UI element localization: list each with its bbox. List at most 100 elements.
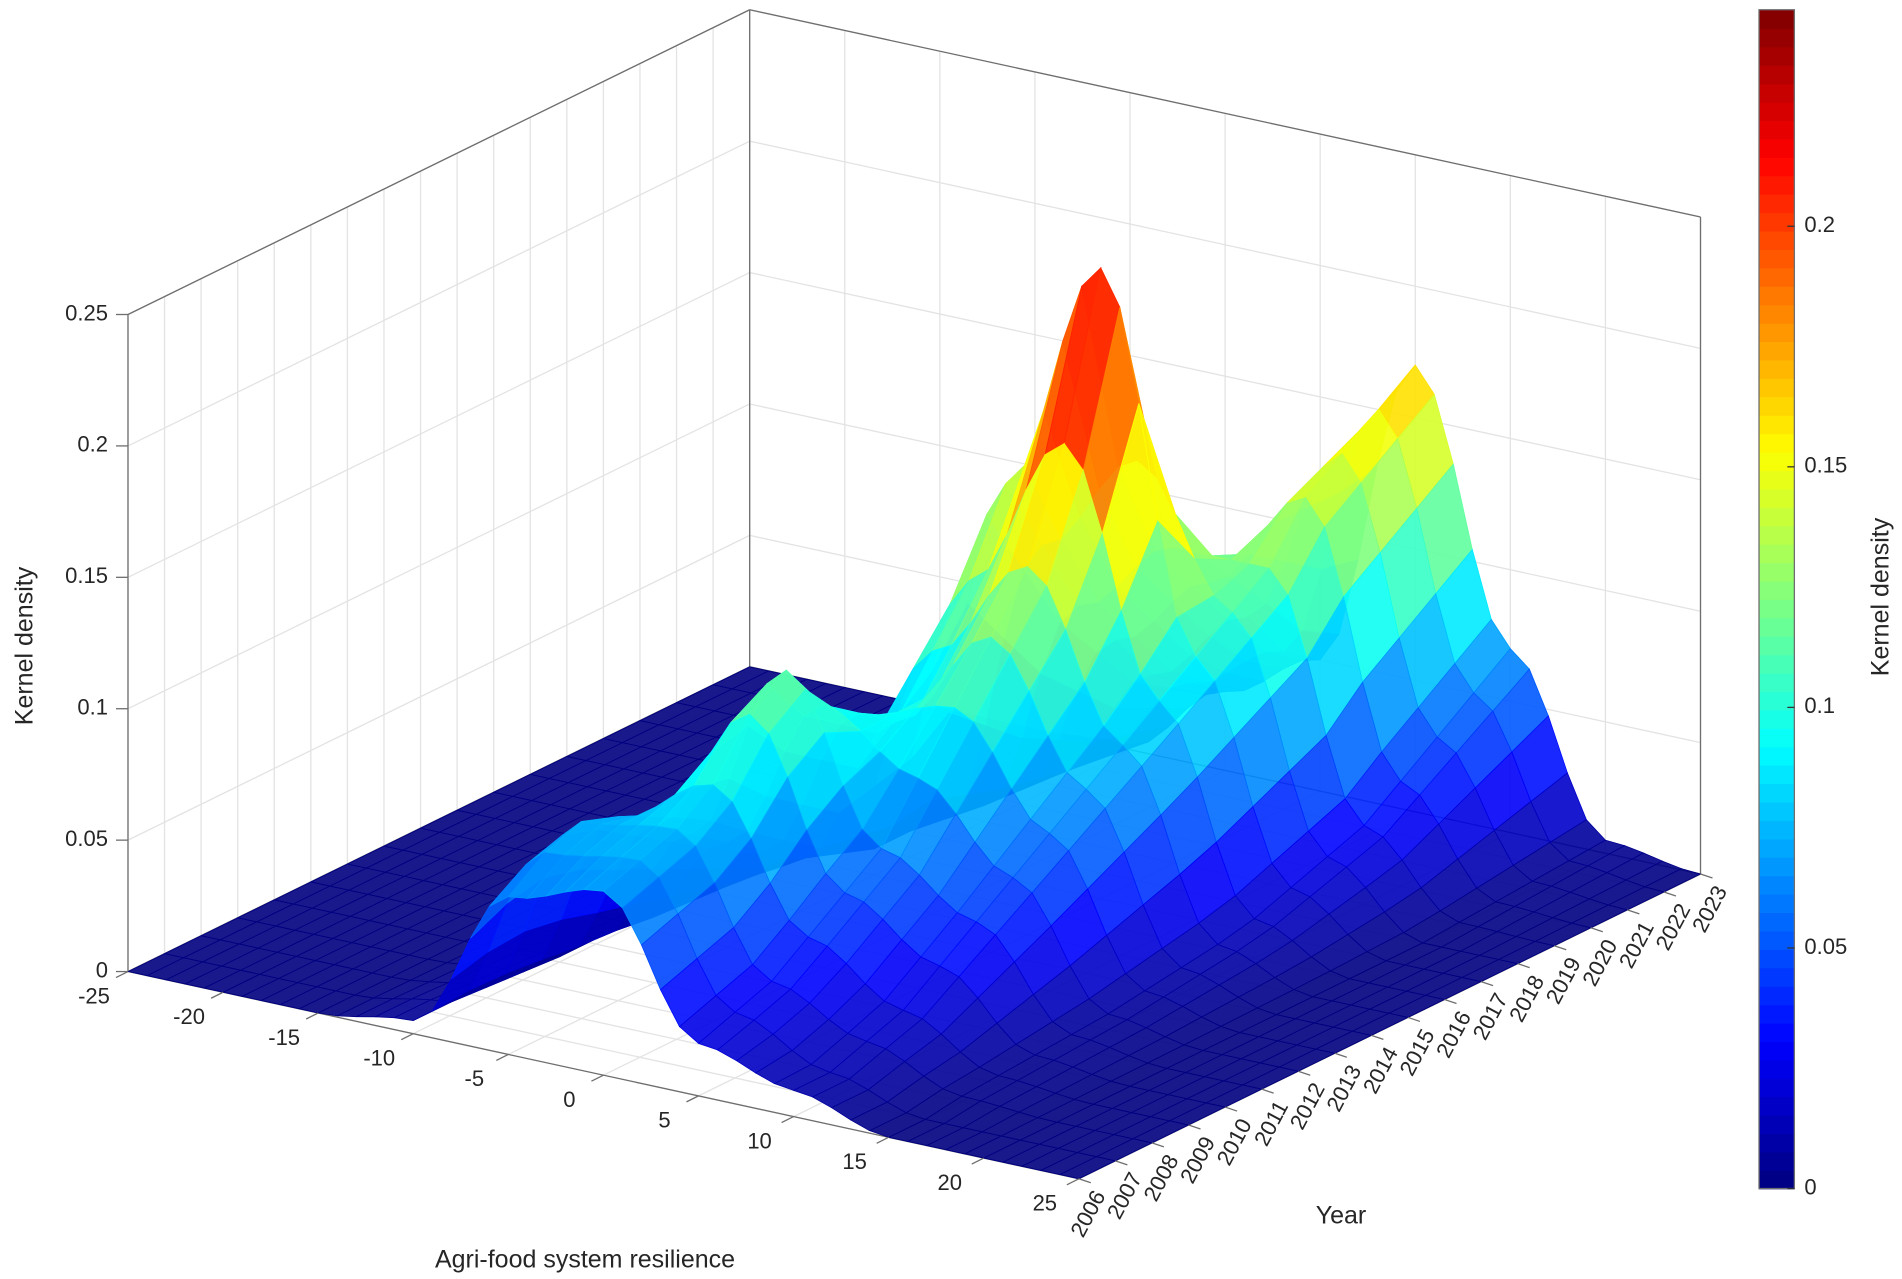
- colorbar-segment: [1759, 359, 1795, 379]
- x-tick-label: 0: [563, 1087, 575, 1112]
- y-tick-label: 2022: [1650, 899, 1695, 954]
- colorbar-segment: [1759, 672, 1795, 693]
- colorbar-segment: [1759, 1078, 1795, 1098]
- y-tick-label: 2015: [1394, 1025, 1439, 1080]
- colorbar-segment: [1759, 101, 1795, 122]
- colorbar-segment: [1759, 1022, 1795, 1042]
- x-tick: [876, 1136, 889, 1144]
- y-tick-label: 2010: [1212, 1114, 1257, 1169]
- colorbar-segment: [1759, 46, 1795, 66]
- x-tick: [686, 1095, 699, 1103]
- y-tick: [1334, 1052, 1348, 1058]
- x-tick-label: -25: [78, 983, 110, 1008]
- colorbar-segment: [1759, 212, 1795, 232]
- y-tick-label: 2013: [1321, 1061, 1366, 1116]
- colorbar-segment: [1759, 83, 1795, 103]
- x-tick: [115, 970, 129, 979]
- colorbar-segment: [1759, 562, 1795, 582]
- x-tick-label: 10: [747, 1128, 771, 1153]
- y-tick: [1627, 909, 1640, 915]
- x-tick: [971, 1157, 985, 1165]
- y-tick-label: 2012: [1285, 1079, 1330, 1134]
- z-axis-label: Kernel density: [11, 566, 39, 725]
- colorbar-segment: [1759, 525, 1795, 545]
- colorbar-tick-label: 0: [1804, 1174, 1816, 1199]
- x-tick: [591, 1074, 604, 1082]
- colorbar-segment: [1759, 617, 1795, 637]
- colorbar-segment: [1759, 985, 1795, 1006]
- colorbar-segment: [1759, 1096, 1795, 1116]
- colorbar-segment: [1759, 120, 1795, 140]
- colorbar-segment: [1759, 249, 1795, 269]
- y-tick: [1078, 1178, 1092, 1184]
- colorbar-segment: [1759, 599, 1795, 619]
- colorbar-segment: [1759, 912, 1795, 932]
- colorbar-segment: [1759, 967, 1795, 987]
- z-tick-label: 0: [96, 957, 108, 982]
- colorbar-segment: [1759, 893, 1795, 914]
- y-tick: [1188, 1124, 1201, 1130]
- colorbar-segment: [1759, 580, 1795, 600]
- colorbar-segment: [1759, 470, 1795, 490]
- y-tick: [1371, 1034, 1384, 1040]
- y-tick-label: 2007: [1102, 1168, 1147, 1223]
- y-tick: [1554, 945, 1567, 951]
- y-tick-label: 2017: [1468, 989, 1513, 1044]
- y-tick: [1407, 1016, 1421, 1023]
- grid-line: [127, 403, 750, 710]
- colorbar-segment: [1759, 267, 1795, 287]
- colorbar-segment: [1759, 543, 1795, 564]
- y-tick: [1444, 998, 1457, 1005]
- x-tick: [305, 1012, 319, 1020]
- colorbar-segment: [1759, 396, 1795, 416]
- colorbar-tick-label: 0.2: [1804, 212, 1835, 237]
- z-tick-label: 0.25: [65, 300, 108, 325]
- colorbar-segment: [1759, 378, 1795, 398]
- colorbar-segment: [1759, 949, 1795, 969]
- colorbar-segment: [1759, 507, 1795, 527]
- y-tick: [1700, 873, 1713, 879]
- x-tick-label: -10: [363, 1046, 395, 1071]
- colorbar-segment: [1759, 451, 1795, 472]
- axis-line: [749, 9, 1701, 218]
- colorbar-segment: [1759, 1041, 1795, 1061]
- colorbar-segment: [1759, 820, 1795, 840]
- colorbar-segment: [1759, 138, 1795, 158]
- x-tick: [210, 991, 224, 999]
- colorbar-segment: [1759, 488, 1795, 508]
- z-tick-label: 0.2: [77, 432, 108, 457]
- y-tick-label: 2014: [1358, 1043, 1403, 1098]
- colorbar-tick-label: 0.15: [1804, 453, 1847, 478]
- z-tick-label: 0.15: [65, 563, 108, 588]
- colorbar-segment: [1759, 654, 1795, 674]
- y-tick-label: 2019: [1541, 953, 1586, 1008]
- grid-line: [127, 271, 750, 578]
- colorbar-segment: [1759, 28, 1795, 48]
- y-tick: [1115, 1160, 1128, 1166]
- x-tick-label: 5: [658, 1108, 670, 1133]
- colorbar-segment: [1759, 856, 1795, 877]
- colorbar-segment: [1759, 764, 1795, 785]
- y-axis-label: Year: [1316, 1202, 1367, 1230]
- y-tick: [1151, 1142, 1165, 1148]
- colorbar-segment: [1759, 1151, 1795, 1171]
- colorbar-segment: [1759, 691, 1795, 711]
- colorbar-segment: [1759, 709, 1795, 729]
- colorbar-segment: [1759, 1114, 1795, 1135]
- colorbar-segment: [1759, 9, 1795, 29]
- colorbar-segment: [1759, 1059, 1795, 1079]
- x-tick: [1066, 1178, 1080, 1186]
- colorbar-segment: [1759, 304, 1795, 324]
- y-tick: [1298, 1070, 1311, 1076]
- x-tick-label: 20: [937, 1170, 961, 1195]
- grid-line: [127, 534, 750, 841]
- colorbar-segment: [1759, 838, 1795, 858]
- z-tick-label: 0.05: [65, 826, 108, 851]
- grid-line: [127, 140, 750, 447]
- x-tick-label: -5: [465, 1066, 485, 1091]
- y-tick-label: 2008: [1138, 1150, 1183, 1205]
- x-tick: [400, 1033, 414, 1041]
- colorbar-segment: [1759, 230, 1795, 250]
- colorbar-segment: [1759, 322, 1795, 343]
